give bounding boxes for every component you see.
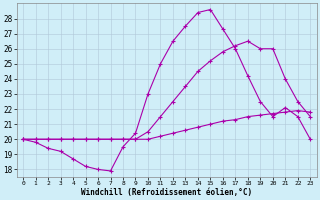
X-axis label: Windchill (Refroidissement éolien,°C): Windchill (Refroidissement éolien,°C) xyxy=(81,188,252,197)
